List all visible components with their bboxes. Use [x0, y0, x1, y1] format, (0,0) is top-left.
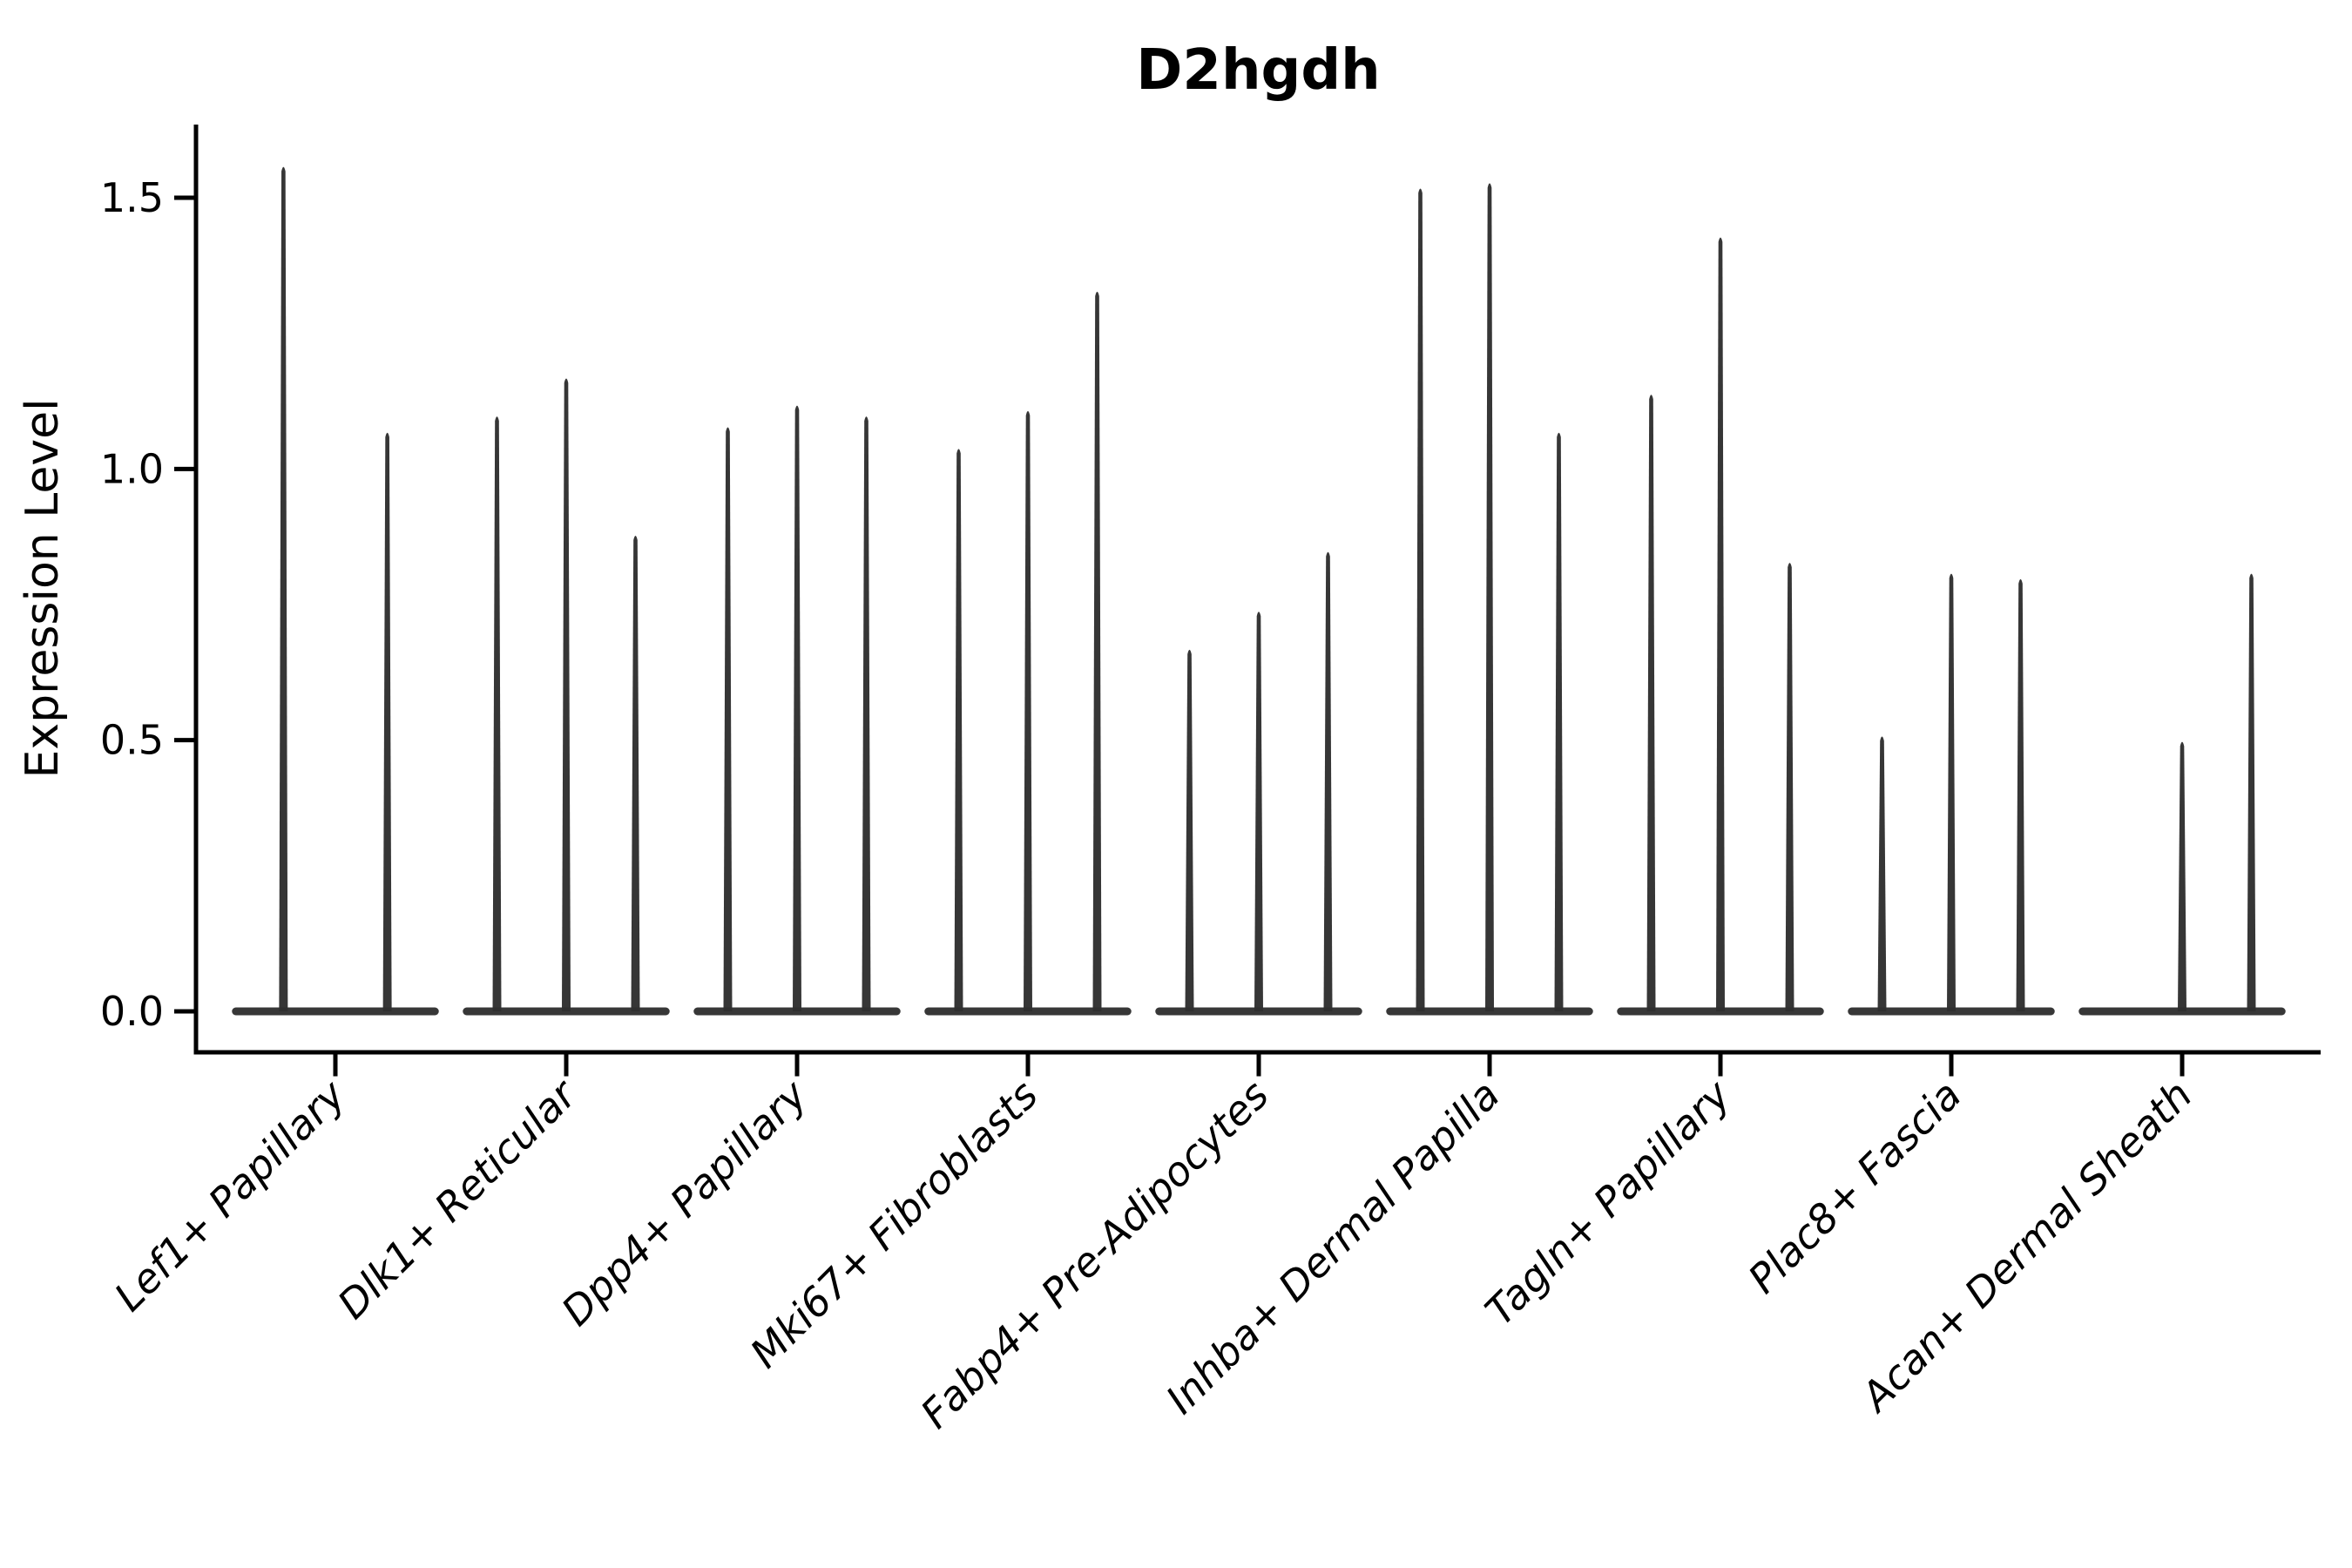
x-tick-label: Dpp4+ Papillary: [552, 1071, 816, 1335]
violin-spike: [2247, 573, 2256, 1011]
violin-spike: [2016, 578, 2025, 1011]
violin-spike: [1947, 573, 1956, 1011]
y-tick-label: 0.0: [100, 988, 164, 1035]
chart-title: D2hgdh: [1136, 38, 1380, 103]
violin-spike: [279, 166, 288, 1012]
violin-spike: [1185, 649, 1194, 1011]
violin-spike: [1877, 736, 1887, 1011]
violin-spike: [954, 449, 963, 1011]
violin-spike: [1254, 612, 1263, 1011]
violin-spike: [723, 427, 733, 1011]
violin-spike: [631, 536, 640, 1011]
y-tick-label: 0.5: [100, 717, 164, 764]
violin-spike: [793, 405, 801, 1012]
violin-spike: [1323, 551, 1333, 1011]
x-tick-label: Plac8+ Fascia: [1739, 1071, 1970, 1302]
x-tick-label: Dlk1+ Reticular: [328, 1069, 587, 1328]
violin-spike: [862, 416, 871, 1012]
violin-spike: [1785, 563, 1794, 1011]
x-tick-label: Lef1+ Papillary: [105, 1071, 355, 1320]
y-axis-label: Expression Level: [17, 398, 69, 778]
violin-spike: [1092, 291, 1102, 1011]
violin-spike: [492, 416, 502, 1012]
violin-spike: [1024, 410, 1032, 1012]
violin-spike: [1646, 395, 1656, 1011]
y-tick-label: 1.5: [100, 174, 164, 221]
violin-spike: [1554, 432, 1564, 1011]
violin-spike: [1416, 188, 1425, 1012]
violin-spike: [1485, 183, 1494, 1012]
violin-spike: [2178, 741, 2186, 1011]
violin-spike: [382, 432, 392, 1011]
violin-spike: [562, 378, 571, 1011]
y-tick-label: 1.0: [100, 445, 164, 492]
violin-spike: [1716, 237, 1725, 1011]
x-tick-label: Tagln+ Papillary: [1476, 1071, 1740, 1335]
